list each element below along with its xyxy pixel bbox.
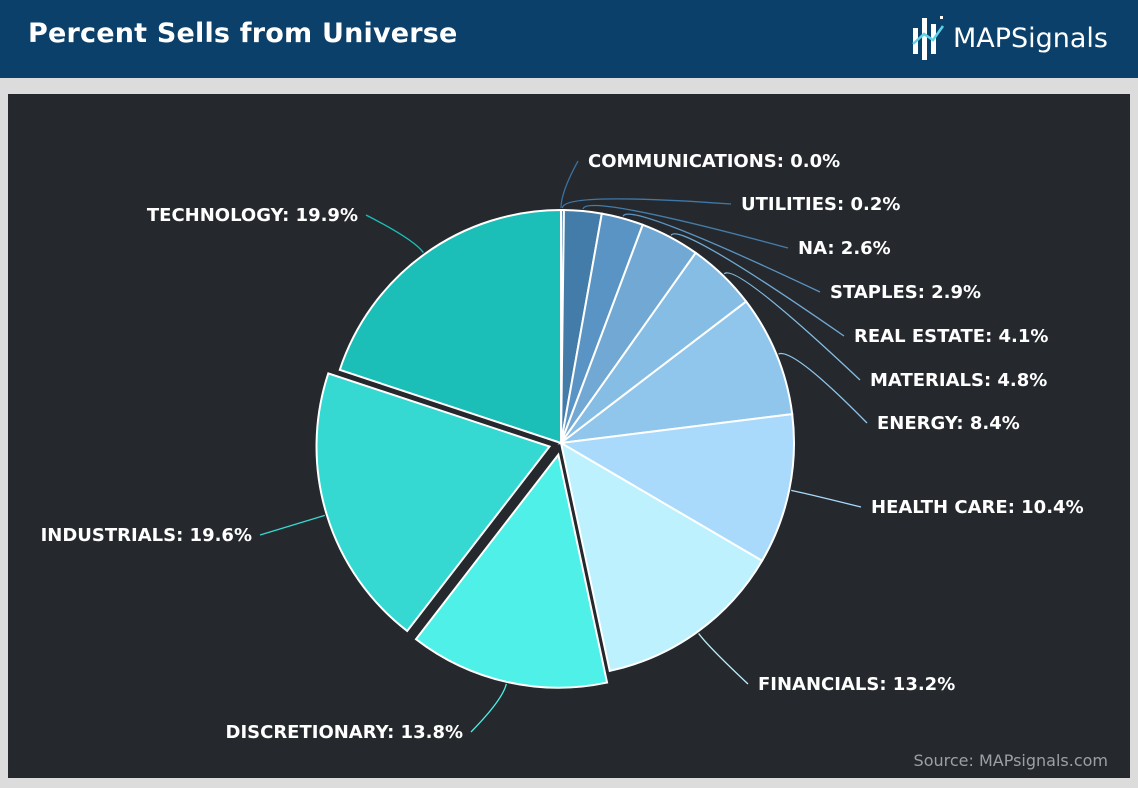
header-bar: Percent Sells from Universe MAPSignals — [0, 0, 1138, 78]
pie-slice-energy[interactable] — [557, 300, 794, 445]
leader-line-discretionary — [470, 683, 507, 733]
slice-label-financials: FINANCIALS: 13.2% — [758, 674, 955, 695]
leader-line-communications — [560, 160, 579, 209]
slice-label-materials: MATERIALS: 4.8% — [870, 370, 1047, 391]
slice-label-discretionary: DISCRETIONARY: 13.8% — [226, 722, 464, 743]
chart-panel: COMMUNICATIONS: 0.0% UTILITIES: 0.2% NA: 2… — [8, 94, 1130, 778]
logo-wordmark: MAPSignals — [952, 22, 1108, 54]
pie-slice-health-care[interactable] — [557, 413, 795, 563]
leader-line-staples — [622, 213, 821, 293]
leader-line-na — [582, 204, 789, 249]
pie-slice-technology[interactable] — [338, 208, 562, 445]
pie-slice-financials[interactable] — [559, 440, 764, 673]
page-title: Percent Sells from Universe — [28, 18, 458, 49]
leader-line-energy — [778, 352, 868, 424]
slice-label-energy: ENERGY: 8.4% — [877, 413, 1020, 434]
slice-label-staples: STAPLES: 2.9% — [830, 282, 981, 303]
slice-label-real-estate: REAL ESTATE: 4.1% — [854, 326, 1048, 347]
slice-label-communications: COMMUNICATIONS: 0.0% — [588, 151, 840, 172]
leader-line-technology — [365, 214, 424, 253]
leader-line-utilities — [561, 198, 732, 209]
pie-slice-industrials[interactable] — [315, 372, 552, 633]
pie-slice-discretionary[interactable] — [414, 452, 609, 689]
pie-chart: COMMUNICATIONS: 0.0% UTILITIES: 0.2% NA: 2… — [41, 151, 1084, 743]
slice-label-health-care: HEALTH CARE: 10.4% — [871, 497, 1084, 518]
brand-logo: MAPSignals — [911, 14, 1108, 62]
bar-chart-logo-icon — [912, 16, 944, 60]
slice-label-utilities: UTILITIES: 0.2% — [741, 194, 900, 215]
leader-line-financials — [698, 633, 749, 685]
slice-label-industrials: INDUSTRIALS: 19.6% — [41, 525, 252, 546]
slice-label-na: NA: 2.6% — [798, 238, 891, 259]
leader-line-materials — [723, 272, 861, 381]
leader-line-industrials — [259, 514, 326, 536]
source-note: Source: MAPsignals.com — [913, 751, 1108, 770]
leader-line-health-care — [791, 489, 862, 508]
slice-label-technology: TECHNOLOGY: 19.9% — [147, 205, 358, 226]
leader-line-real-estate — [670, 233, 845, 337]
